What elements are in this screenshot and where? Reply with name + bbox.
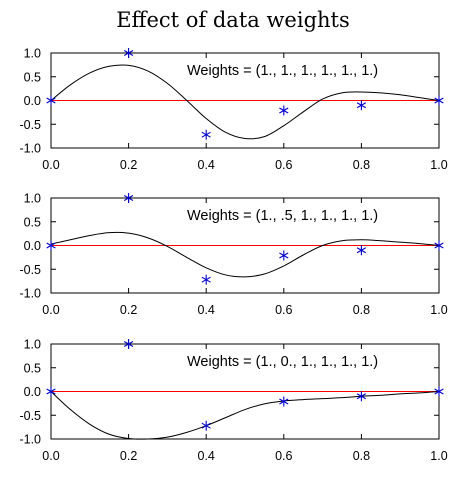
x-tick-label: 0.6 [275, 303, 292, 317]
x-tick-label: 0.0 [42, 449, 59, 463]
figure-title: Effect of data weights [116, 8, 350, 32]
y-tick-label: 0.0 [24, 239, 41, 253]
marker-stroke [279, 107, 289, 114]
data-point-marker [279, 105, 289, 116]
data-point-marker [434, 386, 444, 397]
x-tick-label: 0.4 [198, 303, 215, 317]
data-point-marker [46, 386, 56, 397]
y-tick-label: 0.5 [24, 215, 41, 229]
x-tick-label: 0.2 [120, 449, 137, 463]
x-tick-label: 0.8 [353, 449, 370, 463]
y-tick-label: 1.0 [24, 338, 41, 352]
chart-panel-3: 1.00.50.0-0.5-1.00.0 0.2 0.4 0.6 0.8 1.0Weigh… [19, 338, 447, 464]
marker-stroke [201, 276, 211, 283]
marker-stroke [279, 252, 289, 259]
fitted-curve [50, 391, 440, 440]
marker-stroke [201, 131, 211, 138]
data-point-marker [123, 48, 134, 58]
y-tick-label: -0.5 [19, 118, 41, 132]
x-tick-label: 0.4 [198, 158, 215, 172]
y-tick-label: 0.0 [24, 385, 41, 399]
chart-panel-1: 1.00.50.0-0.5-1.00.0 0.2 0.4 0.6 0.8 1.0Weigh… [19, 47, 447, 173]
marker-stroke [201, 422, 211, 429]
x-tick-label: 0.8 [353, 158, 370, 172]
data-point-marker [279, 250, 289, 261]
data-point-marker [356, 391, 367, 402]
data-point-marker [201, 274, 211, 285]
y-tick-label: -0.5 [19, 409, 41, 423]
x-tick-label: 1.0 [430, 158, 447, 172]
x-tick-label: 0.4 [198, 449, 215, 463]
y-tick-label: -1.0 [19, 433, 41, 447]
marker-stroke [434, 388, 444, 395]
data-point-marker [279, 396, 289, 407]
x-tick-label: 0.2 [120, 158, 137, 172]
data-point-marker [46, 240, 56, 251]
y-tick-label: 1.0 [24, 192, 41, 206]
marker-stroke [46, 242, 56, 249]
data-point-marker [356, 245, 367, 256]
x-tick-label: 0.6 [275, 449, 292, 463]
x-tick-label: 1.0 [430, 303, 447, 317]
weights-annotation: Weights = (1., 1., 1., 1., 1., 1.) [187, 63, 378, 79]
y-tick-label: 0.0 [24, 94, 41, 108]
weights-annotation: Weights = (1., .5, 1., 1., 1., 1.) [187, 208, 378, 224]
x-tick-label: 1.0 [430, 449, 447, 463]
data-point-marker [434, 95, 444, 106]
marker-stroke [434, 242, 444, 249]
y-tick-label: 0.5 [24, 70, 41, 84]
chart-panels: 1.00.50.0-0.5-1.00.0 0.2 0.4 0.6 0.8 1.0Weigh… [19, 47, 447, 464]
marker-stroke [123, 341, 134, 347]
data-point-marker [123, 193, 134, 203]
fitted-curve [50, 64, 440, 140]
weights-annotation: Weights = (1., 0., 1., 1., 1., 1.) [187, 354, 378, 370]
y-tick-label: 0.5 [24, 361, 41, 375]
marker-stroke [279, 398, 289, 405]
y-tick-label: -1.0 [19, 287, 41, 301]
data-point-marker [123, 339, 134, 349]
x-tick-label: 0.0 [42, 158, 59, 172]
x-tick-label: 0.2 [120, 303, 137, 317]
fitted-curve [50, 231, 440, 278]
y-tick-label: -0.5 [19, 263, 41, 277]
x-tick-label: 0.6 [275, 158, 292, 172]
chart-panel-2: 1.00.50.0-0.5-1.00.0 0.2 0.4 0.6 0.8 1.0Weigh… [19, 192, 447, 318]
marker-stroke [356, 393, 367, 400]
data-point-marker [434, 240, 444, 251]
marker-stroke [434, 97, 444, 104]
y-tick-label: 1.0 [24, 47, 41, 61]
y-tick-label: -1.0 [19, 142, 41, 156]
data-point-marker [201, 129, 211, 140]
data-point-marker [356, 100, 367, 111]
marker-stroke [356, 247, 367, 254]
data-point-marker [201, 420, 211, 431]
x-tick-label: 0.0 [42, 303, 59, 317]
x-tick-label: 0.8 [353, 303, 370, 317]
marker-stroke [46, 388, 56, 395]
marker-stroke [123, 50, 134, 56]
data-point-marker [46, 95, 56, 106]
marker-stroke [46, 97, 56, 104]
marker-stroke [356, 102, 367, 109]
marker-stroke [123, 195, 134, 201]
